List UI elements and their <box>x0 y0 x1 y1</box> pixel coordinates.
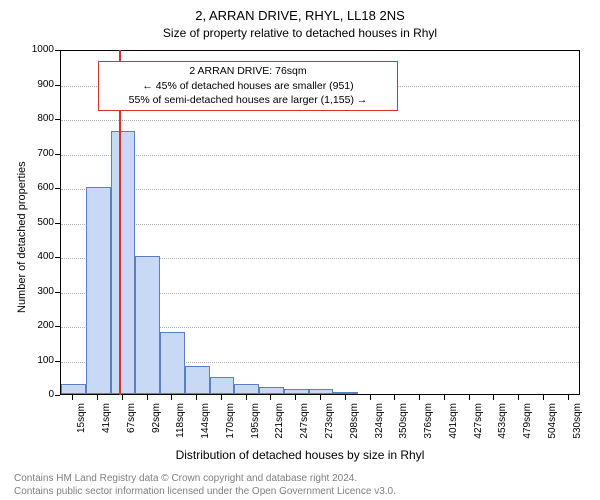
y-tick-label: 500 <box>20 217 54 228</box>
x-tick-mark <box>147 395 148 400</box>
x-tick-label: 15sqm <box>76 403 87 453</box>
grid-line <box>61 189 579 190</box>
x-tick-label: 67sqm <box>126 403 137 453</box>
x-tick-label: 247sqm <box>299 403 310 453</box>
histogram-bar <box>160 332 185 394</box>
histogram-bar <box>259 387 284 394</box>
x-tick-mark <box>543 395 544 400</box>
histogram-bar <box>86 187 111 394</box>
x-tick-mark <box>196 395 197 400</box>
x-tick-mark <box>221 395 222 400</box>
annotation-line3: 55% of semi-detached houses are larger (… <box>105 93 391 108</box>
plot-area: 2 ARRAN DRIVE: 76sqm ← 45% of detached h… <box>60 50 580 395</box>
x-tick-mark <box>122 395 123 400</box>
y-tick-mark <box>55 292 60 293</box>
y-tick-mark <box>55 154 60 155</box>
chart-title-main: 2, ARRAN DRIVE, RHYL, LL18 2NS <box>0 8 600 23</box>
x-tick-mark <box>171 395 172 400</box>
x-tick-mark <box>469 395 470 400</box>
chart-title-sub: Size of property relative to detached ho… <box>0 26 600 40</box>
x-tick-label: 350sqm <box>398 403 409 453</box>
x-tick-label: 530sqm <box>572 403 583 453</box>
annotation-line1: 2 ARRAN DRIVE: 76sqm <box>105 64 391 79</box>
x-tick-mark <box>394 395 395 400</box>
y-tick-mark <box>55 50 60 51</box>
y-tick-mark <box>55 326 60 327</box>
x-tick-label: 479sqm <box>522 403 533 453</box>
footer-line2: Contains public sector information licen… <box>14 485 396 498</box>
x-tick-label: 170sqm <box>225 403 236 453</box>
footer-text: Contains HM Land Registry data © Crown c… <box>14 472 396 498</box>
grid-line <box>61 155 579 156</box>
annotation-line2: ← 45% of detached houses are smaller (95… <box>105 79 391 94</box>
x-tick-label: 41sqm <box>101 403 112 453</box>
x-tick-mark <box>518 395 519 400</box>
y-tick-mark <box>55 119 60 120</box>
y-tick-label: 1000 <box>20 44 54 55</box>
histogram-bar <box>234 384 259 394</box>
x-tick-mark <box>370 395 371 400</box>
x-tick-label: 221sqm <box>274 403 285 453</box>
histogram-bar <box>185 366 210 394</box>
x-tick-label: 273sqm <box>324 403 335 453</box>
x-tick-label: 324sqm <box>374 403 385 453</box>
histogram-bar <box>135 256 160 394</box>
x-tick-label: 376sqm <box>423 403 434 453</box>
x-tick-mark <box>345 395 346 400</box>
histogram-bar <box>111 131 136 394</box>
x-tick-mark <box>270 395 271 400</box>
grid-line <box>61 120 579 121</box>
y-tick-mark <box>55 188 60 189</box>
y-tick-label: 0 <box>20 389 54 400</box>
y-tick-label: 900 <box>20 79 54 90</box>
x-tick-label: 118sqm <box>175 403 186 453</box>
histogram-bar <box>309 389 334 394</box>
y-tick-label: 300 <box>20 286 54 297</box>
y-tick-mark <box>55 257 60 258</box>
y-tick-label: 600 <box>20 182 54 193</box>
x-tick-mark <box>97 395 98 400</box>
y-tick-mark <box>55 361 60 362</box>
histogram-bar <box>284 389 309 394</box>
y-tick-label: 200 <box>20 320 54 331</box>
footer-line1: Contains HM Land Registry data © Crown c… <box>14 472 396 485</box>
y-tick-mark <box>55 395 60 396</box>
x-tick-label: 144sqm <box>200 403 211 453</box>
x-tick-mark <box>246 395 247 400</box>
histogram-bar <box>333 392 358 394</box>
annotation-box: 2 ARRAN DRIVE: 76sqm ← 45% of detached h… <box>98 61 398 111</box>
x-tick-label: 298sqm <box>349 403 360 453</box>
y-tick-mark <box>55 223 60 224</box>
y-tick-label: 800 <box>20 113 54 124</box>
y-tick-label: 400 <box>20 251 54 262</box>
x-tick-mark <box>568 395 569 400</box>
chart-container: 2, ARRAN DRIVE, RHYL, LL18 2NS Size of p… <box>0 0 600 500</box>
x-tick-mark <box>493 395 494 400</box>
x-axis-label: Distribution of detached houses by size … <box>0 448 600 462</box>
x-tick-mark <box>419 395 420 400</box>
x-tick-label: 504sqm <box>547 403 558 453</box>
x-tick-label: 195sqm <box>250 403 261 453</box>
y-tick-label: 700 <box>20 148 54 159</box>
histogram-bar <box>61 384 86 394</box>
x-tick-mark <box>72 395 73 400</box>
x-tick-mark <box>444 395 445 400</box>
y-tick-label: 100 <box>20 355 54 366</box>
x-tick-label: 401sqm <box>448 403 459 453</box>
histogram-bar <box>210 377 235 394</box>
x-tick-mark <box>295 395 296 400</box>
x-tick-label: 92sqm <box>151 403 162 453</box>
x-tick-label: 453sqm <box>497 403 508 453</box>
x-tick-label: 427sqm <box>473 403 484 453</box>
y-tick-mark <box>55 85 60 86</box>
grid-line <box>61 224 579 225</box>
x-tick-mark <box>320 395 321 400</box>
